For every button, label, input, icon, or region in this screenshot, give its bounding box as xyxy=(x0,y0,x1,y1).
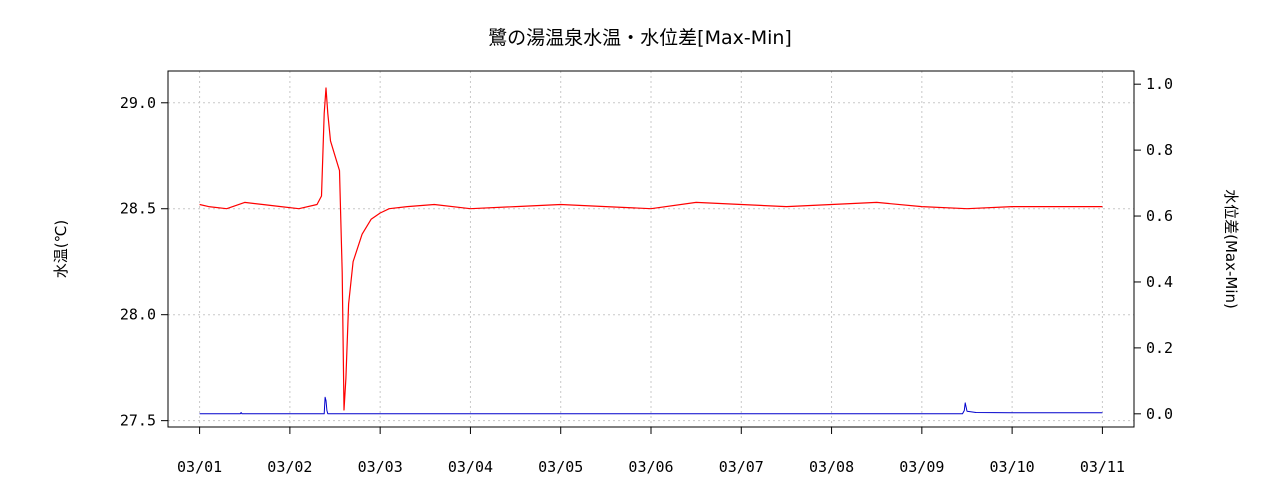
series-layer xyxy=(199,87,1103,415)
y-right-tick-label: 0.0 xyxy=(1146,405,1173,423)
x-tick-label: 03/07 xyxy=(719,458,764,476)
x-tick-label: 03/06 xyxy=(628,458,673,476)
y-left-tick-label: 27.5 xyxy=(120,412,156,430)
x-tick-label: 03/10 xyxy=(990,458,1035,476)
x-tick-label: 03/11 xyxy=(1080,458,1125,476)
x-tick-label: 03/01 xyxy=(177,458,222,476)
axes: 03/01 03/02 03/03 03/04 03/05 03/06 03/07 03/08… xyxy=(120,75,1173,476)
x-tick-label: 03/05 xyxy=(538,458,583,476)
y-right-tick-label: 1.0 xyxy=(1146,75,1173,93)
y-axis-left-label: 水温(℃) xyxy=(52,220,70,279)
y-right-tick-label: 0.8 xyxy=(1146,141,1173,159)
x-tick-label: 03/08 xyxy=(809,458,854,476)
y-right-tick-label: 0.4 xyxy=(1146,273,1173,291)
y-right-tick-label: 0.2 xyxy=(1146,339,1173,357)
x-tick-label: 03/04 xyxy=(448,458,493,476)
x-tick-label: 03/03 xyxy=(358,458,403,476)
water-level-diff-line xyxy=(199,396,1103,415)
water-temp-line xyxy=(199,87,1103,411)
y-left-tick-label: 28.0 xyxy=(120,306,156,324)
x-tick-label: 03/02 xyxy=(267,458,312,476)
chart-title: 鷺の湯温泉水温・水位差[Max-Min] xyxy=(488,27,792,49)
y-right-tick-label: 0.6 xyxy=(1146,207,1173,225)
y-left-tick-label: 29.0 xyxy=(120,94,156,112)
x-tick-label: 03/09 xyxy=(899,458,944,476)
y-axis-right-label: 水位差(Max-Min) xyxy=(1222,189,1240,309)
y-left-tick-label: 28.5 xyxy=(120,200,156,218)
